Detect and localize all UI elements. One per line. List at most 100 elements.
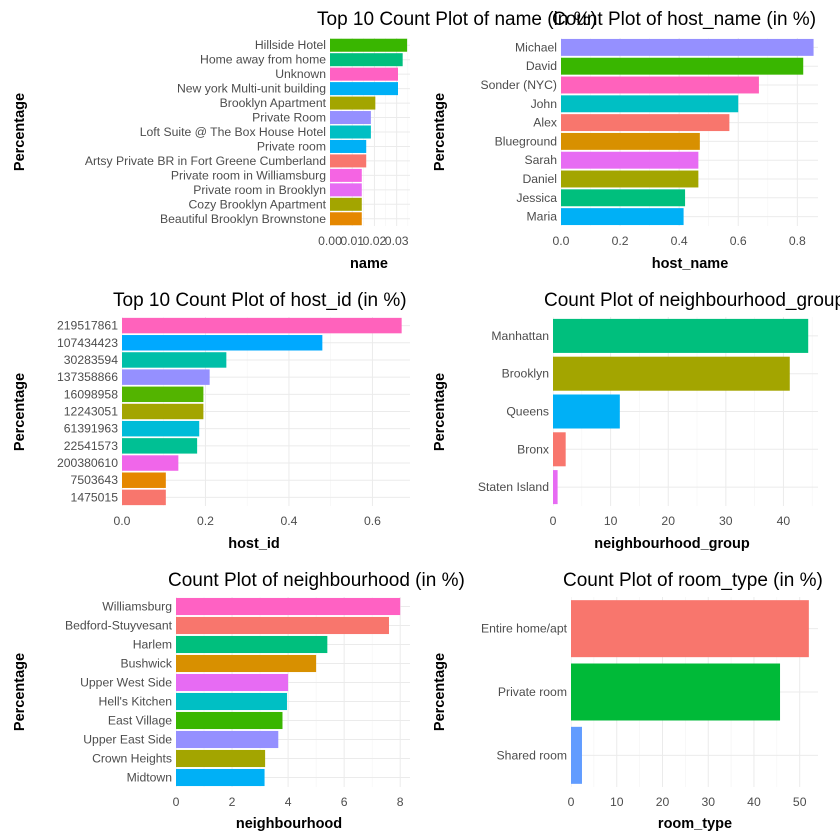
bar: [176, 597, 401, 616]
x-tick-label: 0.2: [197, 514, 214, 528]
bar: [553, 470, 558, 505]
y-tick-label: Bronx: [517, 442, 549, 456]
y-tick-label: Private room in Williamsburg: [171, 168, 326, 182]
y-axis-label: Percentage: [432, 653, 448, 731]
y-tick-label: Artsy Private BR in Fort Greene Cumberla…: [85, 154, 326, 168]
bar: [122, 335, 323, 351]
y-tick-label: 61391963: [64, 422, 118, 436]
bar: [176, 654, 317, 673]
x-tick-label: 50: [793, 795, 807, 809]
x-tick-label: 40: [777, 514, 791, 528]
y-tick-label: Harlem: [133, 638, 172, 652]
bar: [122, 369, 210, 385]
x-tick-label: 0: [550, 514, 557, 528]
y-tick-label: Sarah: [524, 153, 557, 167]
y-tick-label: Midtown: [127, 771, 172, 785]
y-tick-label: Private room in Brooklyn: [193, 183, 326, 197]
chart-title: Count Plot of room_type (in %): [563, 570, 823, 591]
x-tick-label: 0.01: [340, 234, 364, 248]
bar: [176, 768, 265, 787]
x-tick-label: 0.4: [671, 234, 688, 248]
chart-title: Top 10 Count Plot of host_id (in %): [113, 290, 407, 311]
y-tick-label: Blueground: [495, 134, 557, 148]
bar: [561, 151, 699, 169]
bar: [561, 170, 699, 188]
bar: [561, 208, 684, 226]
bar: [330, 82, 398, 96]
chart-panel-3: 219517861 107434423 30283594 137358866 16098…: [12, 290, 410, 552]
chart-panel-2: Michael David Sonder (NYC) John Alex Bluegrou…: [432, 9, 818, 272]
x-tick-label: 0.6: [730, 234, 747, 248]
y-tick-label: 219517861: [57, 319, 118, 333]
bar: [176, 692, 287, 711]
bar: [122, 317, 402, 334]
bar: [561, 76, 759, 94]
chart-title: Count Plot of neighbourhood_group (in %): [544, 290, 840, 311]
bar: [330, 111, 371, 125]
y-tick-label: Private room: [498, 685, 567, 699]
y-tick-label: Queens: [506, 405, 549, 419]
chart-title: Count Plot of host_name (in %): [552, 9, 816, 30]
chart-panel-5: Williamsburg Bedford-Stuyvesant Harlem Bush…: [12, 570, 465, 832]
x-tick-label: 0.02: [363, 234, 387, 248]
y-tick-label: Cozy Brooklyn Apartment: [188, 197, 326, 211]
y-tick-label: Maria: [527, 210, 558, 224]
x-axis-label: neighbourhood: [236, 816, 342, 832]
bar: [561, 189, 686, 207]
bar: [561, 132, 700, 150]
y-tick-label: Bedford-Stuyvesant: [65, 619, 173, 633]
x-tick-label: 0.03: [385, 234, 409, 248]
bar: [571, 726, 582, 784]
x-tick-label: 0.00: [318, 234, 342, 248]
y-tick-label: Brooklyn Apartment: [220, 96, 327, 110]
y-tick-label: 12243051: [64, 405, 118, 419]
y-tick-label: Beautiful Brooklyn Brownstone: [160, 212, 326, 226]
bar: [561, 95, 739, 113]
x-tick-label: 10: [610, 795, 624, 809]
x-axis-label: room_type: [658, 816, 732, 832]
bar: [122, 455, 179, 471]
bar: [330, 168, 362, 182]
y-tick-label: Manhattan: [491, 329, 549, 343]
y-axis-label: Percentage: [432, 373, 448, 451]
bar: [122, 438, 198, 454]
y-tick-label: 200380610: [57, 456, 118, 470]
y-tick-label: Michael: [515, 40, 557, 54]
chart-panel-4: Manhattan Brooklyn Queens Bronx Staten Islan…: [432, 290, 840, 552]
x-axis-label: name: [350, 256, 388, 272]
bar: [176, 635, 328, 654]
bar: [553, 432, 566, 467]
x-tick-label: 10: [604, 514, 618, 528]
y-tick-label: Daniel: [522, 172, 557, 186]
y-tick-label: David: [526, 59, 557, 73]
y-tick-label: Loft Suite @ The Box House Hotel: [140, 125, 326, 139]
x-tick-label: 2: [229, 795, 236, 809]
bar: [561, 38, 814, 56]
x-tick-label: 6: [341, 795, 348, 809]
bar: [330, 154, 367, 168]
chart-title: Count Plot of neighbourhood (in %): [168, 570, 465, 591]
y-tick-label: Private Room: [252, 111, 326, 125]
y-tick-label: 30283594: [64, 353, 118, 367]
y-tick-label: Alex: [533, 116, 557, 130]
x-tick-label: 30: [701, 795, 715, 809]
bar: [330, 67, 398, 81]
y-tick-label: Shared room: [497, 748, 567, 762]
bar: [176, 673, 289, 692]
bar: [553, 318, 809, 353]
y-tick-label: New york Multi-unit building: [177, 82, 326, 96]
x-tick-label: 8: [397, 795, 404, 809]
bar: [553, 394, 620, 429]
chart-panel-6: Entire home/apt Private room Shared room 0 1…: [432, 570, 823, 832]
x-tick-label: 0.6: [364, 514, 381, 528]
bar: [330, 197, 362, 211]
x-tick-label: 0.4: [280, 514, 297, 528]
bar: [553, 356, 790, 391]
bar: [122, 386, 204, 403]
y-tick-label: 7503643: [71, 473, 119, 487]
y-tick-label: Jessica: [516, 191, 557, 205]
x-tick-label: 0.0: [553, 234, 570, 248]
x-axis-label: host_id: [228, 536, 280, 552]
